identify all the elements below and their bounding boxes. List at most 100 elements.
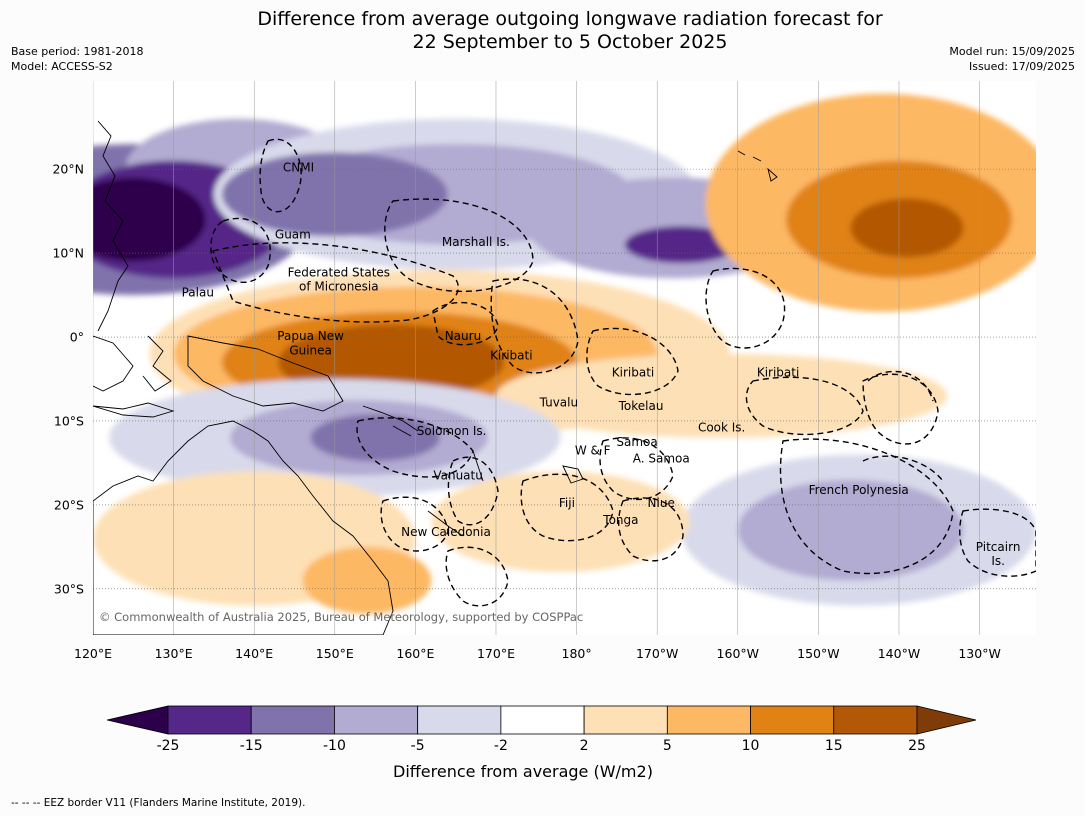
colorbar-segment <box>167 705 252 735</box>
lon-tick-label: 150°E <box>315 646 354 661</box>
sulawesi-coast <box>142 335 172 392</box>
region-label: Niue <box>648 496 675 510</box>
title-line-2: 22 September to 5 October 2025 <box>412 31 728 53</box>
colorbar-segment <box>750 705 835 735</box>
region-label: Palau <box>182 286 214 300</box>
region-label: Tokelau <box>618 399 664 413</box>
lon-tick-label: 140°E <box>235 646 274 661</box>
lat-tick-label: 20°N <box>52 161 84 177</box>
colorbar-tick-label: -5 <box>410 738 425 754</box>
region-label: Guinea <box>289 343 332 357</box>
lat-tick-label: 10°N <box>52 245 84 261</box>
anomaly-region-3 <box>93 177 206 262</box>
lat-tick-label: 30°S <box>53 581 84 597</box>
region-label: New Caledonia <box>401 525 491 539</box>
lat-tick-label: 0° <box>69 329 84 345</box>
colorbar-extend-high <box>916 705 977 735</box>
anomaly-region-16 <box>495 353 948 438</box>
australia-coast <box>93 420 394 635</box>
region-label: Tuvalu <box>539 395 579 409</box>
lon-tick-label: 170°E <box>476 646 515 661</box>
region-label: Nauru <box>445 329 481 343</box>
footer-note: -- -- -- EEZ border V11 (Flanders Marine… <box>11 797 306 809</box>
region-label: Papua New <box>277 329 344 343</box>
region-label: Kiribati <box>490 348 532 362</box>
graticule <box>93 81 1036 635</box>
anomaly-region-21 <box>737 479 964 581</box>
region-label: Cook Is. <box>698 421 745 435</box>
meta-right: Model run: 15/09/2025 Issued: 17/09/2025 <box>949 44 1075 74</box>
copyright-text: © Commonwealth of Australia 2025, Bureau… <box>99 610 583 624</box>
region-label: Pitcairn <box>976 540 1021 554</box>
anomaly-region-8 <box>624 226 738 264</box>
issued-text: Issued: 17/09/2025 <box>968 60 1075 73</box>
region-label: Marshall Is. <box>442 235 510 249</box>
title-line-1: Difference from average outgoing longwav… <box>257 8 883 30</box>
borneo-coast <box>93 335 134 392</box>
lon-tick-label: 130°E <box>154 646 193 661</box>
region-label: Tonga <box>602 513 638 527</box>
lon-tick-label: 150°W <box>797 646 840 661</box>
new-guinea-coast <box>187 335 344 412</box>
region-label: A. Samoa <box>633 452 690 466</box>
new-caledonia-coast <box>427 510 464 537</box>
colorbar-segment <box>833 705 918 735</box>
lon-tick-label: 160°E <box>396 646 435 661</box>
colorbar-tick-label: 5 <box>662 738 672 754</box>
lon-tick-label: 140°W <box>877 646 921 661</box>
colorbar-extend-low <box>107 705 169 735</box>
meta-left: Base period: 1981-2018 Model: ACCESS-S2 <box>11 44 143 74</box>
eez-borders <box>210 138 1036 607</box>
colorbar-tick-label: 15 <box>824 738 843 754</box>
chart-title: Difference from average outgoing longwav… <box>0 8 1085 54</box>
vanuatu-coast <box>472 450 484 482</box>
hawaii-coast <box>737 150 778 182</box>
colorbar-tick-label: -2 <box>493 738 508 754</box>
region-label: Is. <box>991 554 1005 568</box>
lat-tick-label: 20°S <box>53 497 84 513</box>
colorbar-tick-label: -15 <box>239 738 263 754</box>
colorbar-tick-label: 10 <box>741 738 760 754</box>
anomaly-region-19 <box>310 414 440 462</box>
colorbar-segment <box>417 705 502 735</box>
region-label: Kiribati <box>757 365 799 379</box>
region-label: Fiji <box>559 496 575 510</box>
colorbar-segment <box>334 705 419 735</box>
region-label: Guam <box>275 228 311 242</box>
solomon-islands-coast <box>362 405 419 437</box>
region-label: Vanuatu <box>433 469 483 483</box>
lon-tick-label: 130°W <box>958 646 1001 661</box>
map-panel: CNMI Guam Marshall Is. Federated States of M… <box>93 81 1036 635</box>
colorbar-title: Difference from average (W/m2) <box>393 762 653 781</box>
lon-tick-label: 180° <box>561 646 592 661</box>
colorbar-tick-label: 2 <box>579 738 589 754</box>
region-label: of Micronesia <box>299 280 379 294</box>
colorbar-segment <box>666 705 751 735</box>
colorbar <box>107 705 977 735</box>
anomaly-fields <box>93 93 1036 615</box>
base-period-text: Base period: 1981-2018 <box>11 45 144 58</box>
region-label: Federated States <box>288 265 390 279</box>
region-label: Solomon Is. <box>417 424 487 438</box>
colorbar-segment <box>500 705 585 735</box>
anomaly-region-22 <box>431 471 690 573</box>
lon-tick-label: 170°W <box>635 646 679 661</box>
colorbar-segment <box>583 705 668 735</box>
colorbar-segment <box>250 705 335 735</box>
anomaly-region-24 <box>302 546 432 615</box>
region-label: French Polynesia <box>809 483 909 497</box>
lon-tick-label: 160°W <box>716 646 760 661</box>
region-label: CNMI <box>283 160 314 174</box>
lon-tick-label: 120°E <box>73 646 113 661</box>
anomaly-region-11 <box>850 198 964 258</box>
model-run-text: Model run: 15/09/2025 <box>949 45 1075 58</box>
region-label: Kiribati <box>612 365 654 379</box>
colorbar-tick-label: -10 <box>323 738 346 754</box>
philippines-coast <box>97 120 129 332</box>
nusa-tenggara-coast <box>93 402 175 418</box>
region-label: W & F <box>575 443 611 457</box>
region-label: Samoa <box>616 435 657 449</box>
colorbar-tick-label: -25 <box>156 738 180 754</box>
